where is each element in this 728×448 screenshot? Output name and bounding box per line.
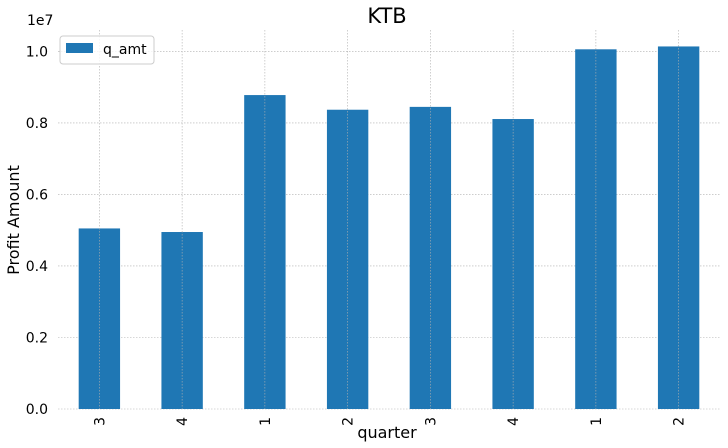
legend-label: q_amt xyxy=(103,42,147,58)
y-tick-label: 0.6 xyxy=(26,187,48,203)
x-tick-label: 1 xyxy=(258,417,274,426)
x-tick-label: 3 xyxy=(423,417,439,426)
x-tick-label: 4 xyxy=(175,417,191,426)
x-tick-label: 3 xyxy=(92,417,108,426)
bar-layer xyxy=(78,46,700,410)
x-axis-label: quarter xyxy=(357,423,417,442)
x-tick-label: 4 xyxy=(506,417,522,426)
y-axis-label: Profit Amount xyxy=(4,165,23,275)
y-tick-label: 0.4 xyxy=(26,259,48,275)
y-scale-label: 1e7 xyxy=(27,13,53,29)
y-tick-label: 1.0 xyxy=(26,44,48,60)
grid-layer xyxy=(58,51,720,410)
chart-title: KTB xyxy=(367,4,406,28)
legend: q_amt xyxy=(59,35,155,65)
legend-swatch xyxy=(66,43,93,53)
y-tick-label: 0.2 xyxy=(26,330,48,346)
x-tick-label: 2 xyxy=(672,417,688,426)
x-tick-label: 1 xyxy=(589,417,605,426)
x-tick-label: 2 xyxy=(341,417,357,426)
axis-layer: 0.0 0.2 0.4 0.6 0.8 1.0 3 4 1 2 3 4 1 2 xyxy=(26,30,688,426)
y-tick-label: 0.0 xyxy=(26,402,48,418)
y-tick-label: 0.8 xyxy=(26,116,48,132)
